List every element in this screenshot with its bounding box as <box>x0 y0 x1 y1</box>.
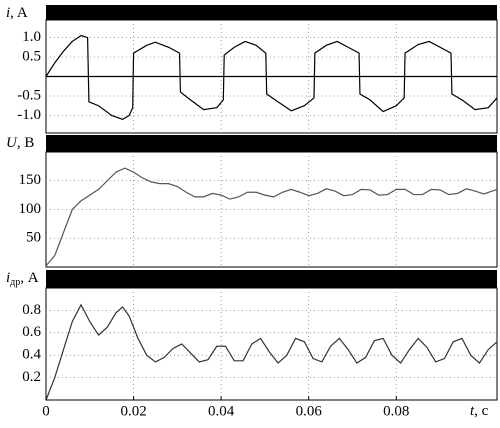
x-label-symbol: t <box>470 403 475 419</box>
x-axis-label: t, c <box>470 403 489 419</box>
data-line <box>45 167 498 267</box>
y-label-unit: , A <box>20 270 39 286</box>
y-tick-label: 0.8 <box>22 302 41 318</box>
x-tick-label: 0.02 <box>120 403 146 419</box>
panel-header-bar <box>46 270 497 288</box>
y-tick-label: -0.5 <box>17 87 41 103</box>
x-tick-label: 0.08 <box>383 403 409 419</box>
y-tick-label: 50 <box>26 230 41 246</box>
x-label-unit: , c <box>474 403 489 419</box>
y-tick-label: 150 <box>19 172 42 188</box>
y-axis-label: i, A <box>6 5 28 21</box>
y-axis-label: iдр, A <box>6 270 39 288</box>
y-label-unit: , A <box>10 5 28 21</box>
panel-header-bar <box>46 5 497 20</box>
y-label-symbol: i <box>6 270 10 286</box>
y-tick-label: 0.2 <box>22 369 41 385</box>
y-tick-label: 0.5 <box>22 48 41 64</box>
y-label-unit: , В <box>17 135 35 151</box>
y-tick-label: 0.4 <box>22 347 41 363</box>
y-tick-label: -1.0 <box>17 107 41 123</box>
y-tick-label: 100 <box>19 201 42 217</box>
y-label-subscript: др <box>10 277 20 288</box>
y-tick-label: 1.0 <box>22 29 41 45</box>
y-axis-label: U, В <box>6 135 34 151</box>
y-tick-label: 0.6 <box>22 324 41 340</box>
data-line <box>45 303 498 401</box>
plot-frame <box>45 151 498 268</box>
plot-frame <box>45 287 498 401</box>
x-tick-label: 0 <box>42 403 50 419</box>
x-tick-label: 0.04 <box>208 403 235 419</box>
panel-header-bar <box>46 135 497 152</box>
data-line <box>45 34 498 121</box>
y-label-symbol: i <box>6 5 10 21</box>
y-label-symbol: U <box>6 135 18 151</box>
x-tick-label: 0.06 <box>296 403 323 419</box>
